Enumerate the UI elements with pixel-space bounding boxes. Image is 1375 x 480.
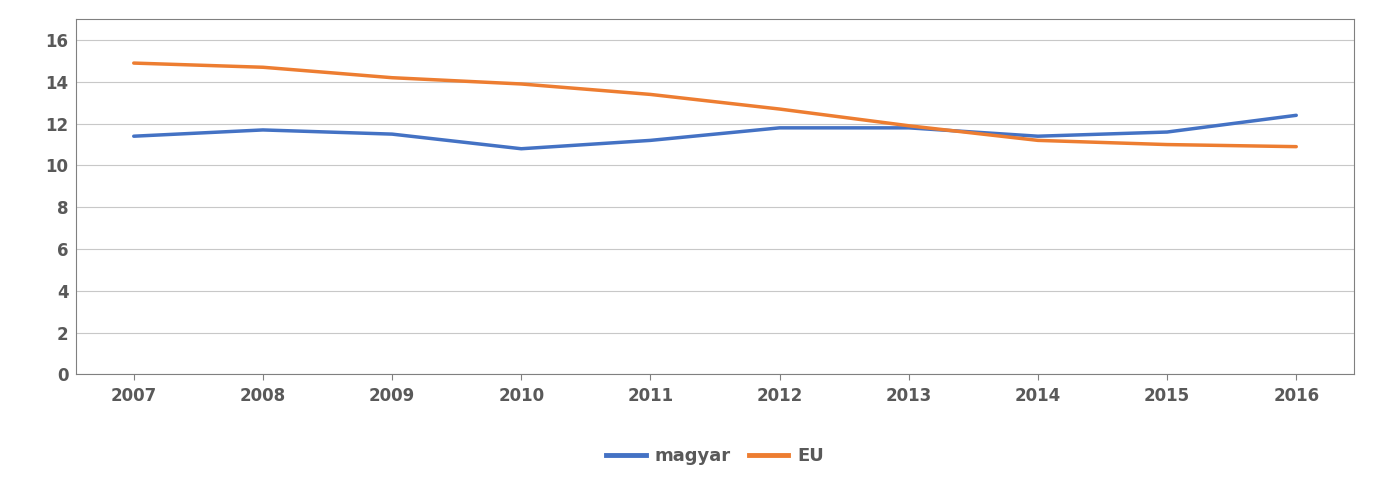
EU — [254, 64, 271, 70]
magyar — [125, 133, 142, 139]
EU — [125, 60, 142, 66]
magyar — [642, 137, 659, 143]
Legend: magyar, EU: magyar, EU — [598, 440, 832, 473]
EU — [1288, 144, 1305, 150]
EU — [771, 106, 788, 112]
magyar — [1288, 112, 1305, 118]
EU — [513, 81, 529, 87]
magyar — [513, 146, 529, 152]
magyar — [1159, 129, 1176, 135]
EU — [642, 92, 659, 97]
EU — [901, 123, 917, 129]
magyar — [254, 127, 271, 133]
magyar — [1030, 133, 1046, 139]
Line: EU: EU — [133, 63, 1297, 147]
EU — [1030, 137, 1046, 143]
magyar — [384, 131, 400, 137]
EU — [384, 75, 400, 81]
EU — [1159, 142, 1176, 147]
Line: magyar: magyar — [133, 115, 1297, 149]
magyar — [901, 125, 917, 131]
magyar — [771, 125, 788, 131]
